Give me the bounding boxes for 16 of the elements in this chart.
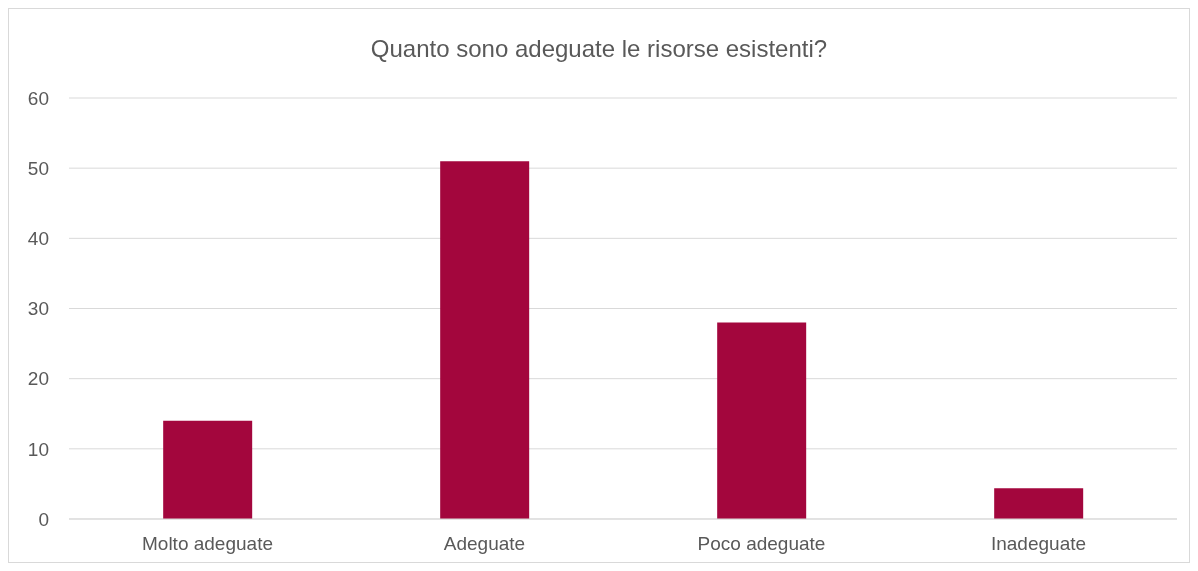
- bar: [440, 161, 530, 519]
- bar: [717, 322, 807, 519]
- x-tick-label: Poco adeguate: [697, 533, 826, 555]
- bar: [994, 488, 1084, 519]
- y-tick-label: 20: [27, 368, 49, 390]
- x-tick-label: Molto adeguate: [142, 533, 273, 555]
- bar: [163, 420, 253, 519]
- x-tick-label: Adeguate: [443, 533, 526, 555]
- y-tick-label: 0: [38, 508, 49, 530]
- chart-title: Quanto sono adeguate le risorse esistenti?: [369, 35, 829, 63]
- y-tick-label: 40: [27, 228, 49, 250]
- x-tick-label: Inadeguate: [990, 533, 1087, 555]
- y-tick-label: 60: [27, 87, 49, 109]
- y-tick-label: 10: [27, 438, 49, 460]
- y-tick-label: 50: [27, 157, 49, 179]
- y-tick-label: 30: [27, 298, 49, 320]
